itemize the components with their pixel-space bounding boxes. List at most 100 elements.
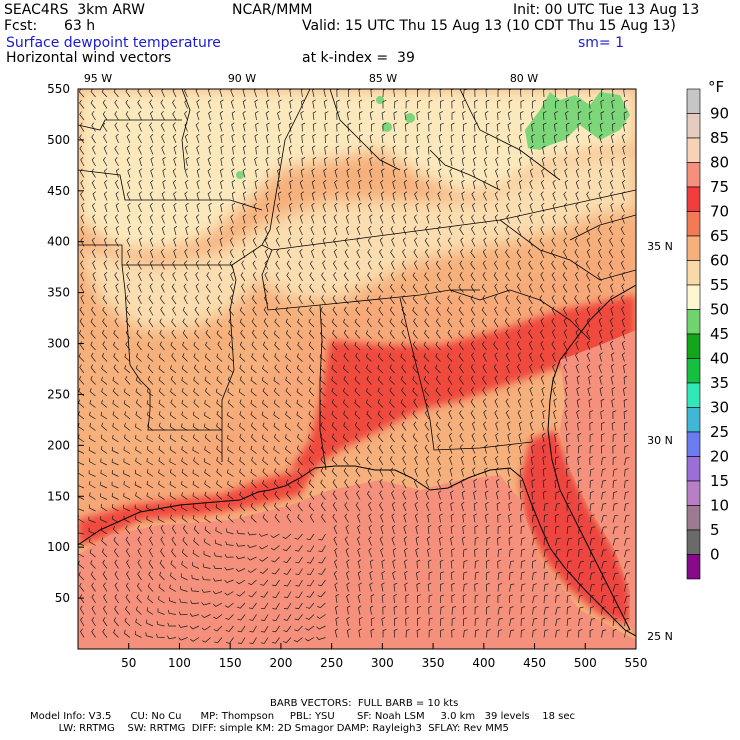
wind-barb: [232, 145, 236, 155]
wind-barb: [265, 191, 269, 201]
wind-barb: [231, 111, 236, 121]
wind-barb: [296, 388, 303, 397]
wind-barb: [346, 616, 350, 627]
wind-barb: [149, 306, 154, 316]
wind-barb: [598, 214, 602, 224]
wind-barb: [344, 513, 349, 523]
wind-barb: [354, 387, 361, 397]
wind-barb: [458, 283, 464, 293]
wind-barb: [264, 248, 269, 259]
wind-barb: [485, 99, 490, 109]
wind-barb: [392, 559, 396, 569]
wind-barb: [289, 89, 293, 98]
wind-barb: [518, 421, 523, 431]
wind-barb: [612, 503, 618, 512]
wind-barb: [169, 411, 177, 420]
wind-barb: [370, 617, 375, 627]
wind-barb: [599, 375, 603, 385]
wind-barb: [125, 295, 131, 305]
wind-barb: [265, 133, 270, 144]
wind-barb: [235, 555, 246, 560]
wind-barb: [78, 89, 85, 98]
wind-barb: [80, 237, 85, 247]
model-info-line-1: Model Info: V3.5 CU: No Cu MP: Thompson …: [30, 711, 576, 722]
wind-barb: [333, 570, 338, 581]
wind-barb: [389, 329, 395, 339]
wind-barb: [92, 283, 96, 293]
wind-barb: [251, 283, 257, 293]
wind-barb: [147, 330, 154, 339]
wind-barb: [598, 179, 602, 190]
wind-barb: [125, 605, 131, 615]
wind-barb: [149, 214, 154, 224]
wind-barb: [112, 504, 119, 512]
wind-barb: [135, 364, 142, 374]
wind-barb: [239, 399, 246, 408]
wind-barb: [485, 89, 489, 98]
wind-barb: [213, 625, 223, 632]
wind-barb: [229, 248, 234, 259]
wind-barb: [520, 617, 525, 627]
wind-barb: [404, 559, 408, 569]
wind-barb: [114, 145, 119, 155]
wind-barb: [343, 306, 349, 316]
wind-barb: [150, 179, 154, 190]
wind-barb: [509, 571, 514, 581]
wind-barb: [463, 583, 468, 592]
wind-barb: [566, 594, 572, 604]
wind-barb: [184, 168, 189, 178]
wind-barb: [115, 294, 119, 305]
wind-barb: [393, 628, 398, 638]
wind-barb: [589, 560, 595, 569]
wind-barb: [89, 458, 96, 466]
wind-barb: [308, 353, 315, 362]
wind-barb: [271, 556, 280, 563]
wind-barb: [112, 387, 119, 397]
wind-barb: [404, 570, 408, 581]
wind-barb: [134, 469, 142, 477]
wind-barb: [391, 501, 396, 512]
wind-barb: [518, 432, 522, 443]
wind-barb: [273, 446, 280, 454]
wind-barb: [124, 434, 131, 443]
wind-barb: [578, 444, 583, 454]
wind-barb: [566, 525, 572, 535]
wind-barb: [282, 533, 292, 540]
wind-barb: [611, 398, 615, 408]
wind-barb: [347, 145, 352, 155]
wind-barb: [551, 225, 556, 236]
wind-barb: [586, 237, 591, 247]
wind-barb: [423, 353, 430, 362]
wind-barb: [204, 433, 211, 443]
wind-barb: [447, 295, 453, 305]
wind-barb: [425, 432, 430, 443]
wind-barb: [170, 341, 177, 351]
wind-barb: [137, 571, 142, 581]
wind-barb: [518, 179, 523, 190]
wind-barb: [474, 629, 480, 638]
wind-barb: [438, 524, 442, 535]
wind-barb: [564, 398, 568, 408]
wind-barb: [440, 606, 445, 615]
wind-barb: [282, 637, 292, 644]
wind-barb: [89, 422, 96, 431]
wind-barb: [79, 306, 85, 316]
wind-barb: [473, 111, 478, 121]
wind-barb: [494, 248, 499, 259]
wind-barb: [392, 547, 397, 558]
wind-barb: [196, 191, 200, 201]
wind-barb: [101, 353, 108, 362]
x-tick-label: 250: [320, 656, 343, 670]
colorbar-label: 80: [710, 154, 729, 172]
wind-barb: [331, 422, 338, 431]
wind-barb: [589, 421, 594, 431]
wind-barb: [124, 353, 131, 362]
wind-barb: [564, 352, 568, 362]
wind-barb: [115, 191, 119, 201]
wind-barb: [192, 411, 200, 420]
wind-barb: [483, 409, 487, 420]
wind-barb: [231, 179, 236, 190]
wind-barb: [377, 399, 384, 408]
wind-barb: [277, 145, 282, 155]
wind-barb: [135, 606, 142, 615]
